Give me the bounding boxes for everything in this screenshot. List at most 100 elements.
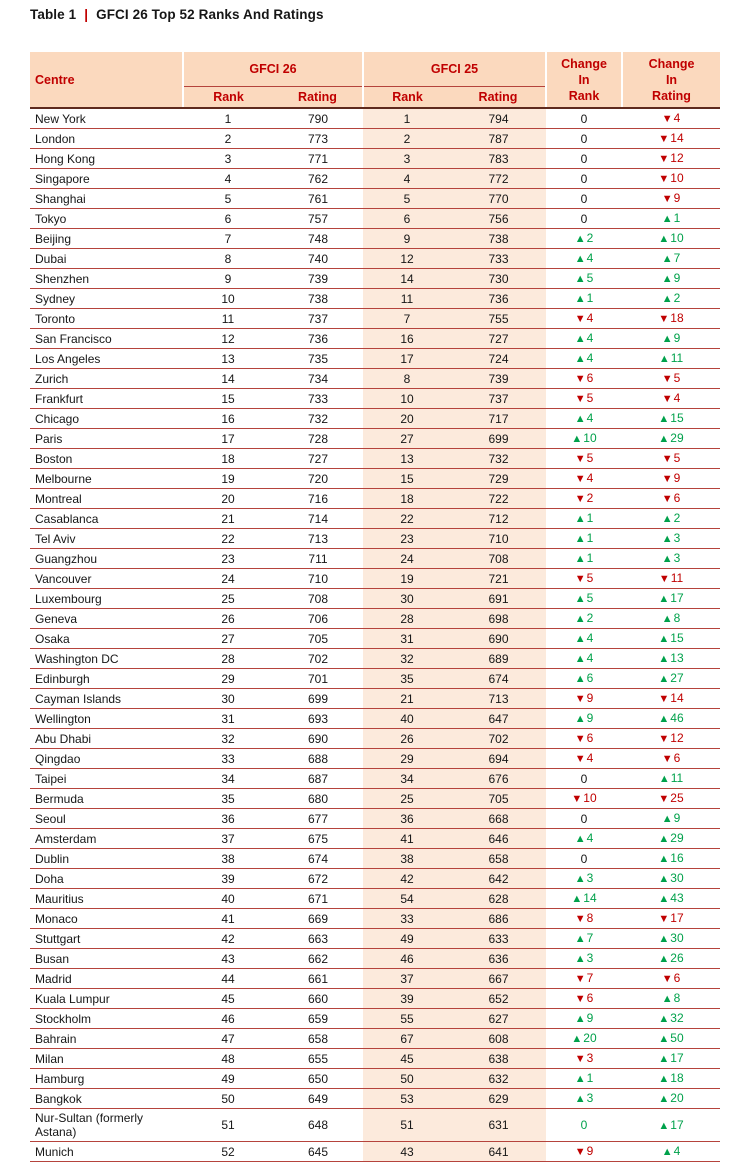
up-arrow-icon: ▲ (574, 1093, 586, 1105)
table-row: Stuttgart 42 663 49 633 ▲7 ▲30 (30, 928, 720, 949)
gfci25-rank-cell: 4 (363, 168, 451, 189)
gfci26-rank-cell: 11 (183, 308, 273, 329)
gfci26-rating-cell: 716 (273, 488, 363, 509)
centre-cell: Edinburgh (30, 668, 183, 689)
down-arrow-icon: ▼ (574, 753, 586, 765)
gfci26-rating-cell: 648 (273, 1108, 363, 1142)
up-arrow-icon: ▲ (661, 213, 673, 225)
gfci25-rating-cell: 638 (451, 1048, 546, 1069)
table-row: Hamburg 49 650 50 632 ▲1 ▲18 (30, 1068, 720, 1089)
change-value: 4 (673, 1144, 681, 1158)
gfci25-rating-cell: 729 (451, 468, 546, 489)
change-in-rank-cell: ▼8 (546, 908, 622, 929)
change-value: 17 (670, 1051, 684, 1065)
table-row: Dubai 8 740 12 733 ▲4 ▲7 (30, 248, 720, 269)
down-arrow-icon: ▼ (661, 753, 673, 765)
table-row: Stockholm 46 659 55 627 ▲9 ▲32 (30, 1008, 720, 1029)
table-row: Guangzhou 23 711 24 708 ▲1 ▲3 (30, 548, 720, 569)
change-in-rating-cell: ▲3 (622, 548, 720, 569)
change-value: 17 (670, 911, 684, 925)
gfci26-rank-cell: 28 (183, 648, 273, 669)
gfci26-rating-cell: 762 (273, 168, 363, 189)
change-in-rank-cell: 0 (546, 208, 622, 229)
header-change-in-rating-line: In (665, 72, 678, 87)
change-value: 5 (673, 371, 681, 385)
change-value: 6 (586, 371, 594, 385)
change-value: 0 (580, 851, 588, 866)
change-in-rating-cell: ▲29 (622, 828, 720, 849)
change-in-rank-cell: ▼2 (546, 488, 622, 509)
gfci25-rank-cell: 20 (363, 408, 451, 429)
centre-cell: Washington DC (30, 648, 183, 669)
change-in-rating-cell: ▲43 (622, 888, 720, 909)
header-change-in-rating-line: Change (648, 56, 695, 71)
header-change-in-rank-line: Rank (568, 88, 600, 103)
change-in-rating-cell: ▲15 (622, 628, 720, 649)
table-row: Washington DC 28 702 32 689 ▲4 ▲13 (30, 648, 720, 669)
change-in-rank-cell: ▲4 (546, 648, 622, 669)
down-arrow-icon: ▼ (574, 453, 586, 465)
table-row: Sydney 10 738 11 736 ▲1 ▲2 (30, 288, 720, 309)
change-in-rank-cell: ▲10 (546, 428, 622, 449)
table-row: Casablanca 21 714 22 712 ▲1 ▲2 (30, 508, 720, 529)
table-row: Milan 48 655 45 638 ▼3 ▲17 (30, 1048, 720, 1069)
change-value: 29 (670, 431, 684, 445)
centre-cell: Milan (30, 1048, 183, 1069)
change-value: 5 (586, 571, 594, 585)
change-value: 20 (670, 1091, 684, 1105)
down-arrow-icon: ▼ (574, 393, 586, 405)
down-arrow-icon: ▼ (658, 733, 670, 745)
gfci25-rank-cell: 11 (363, 288, 451, 309)
up-arrow-icon: ▲ (658, 833, 670, 845)
change-in-rank-cell: ▲6 (546, 668, 622, 689)
centre-cell: Geneva (30, 608, 183, 629)
change-value: 50 (670, 1031, 684, 1045)
gfci26-rating-cell: 649 (273, 1088, 363, 1109)
centre-cell: Mauritius (30, 888, 183, 909)
table-row: Melbourne 19 720 15 729 ▼4 ▼9 (30, 468, 720, 489)
table-row: Bahrain 47 658 67 608 ▲20 ▲50 (30, 1028, 720, 1049)
change-value: 9 (586, 1144, 594, 1158)
table-row: Geneva 26 706 28 698 ▲2 ▲8 (30, 608, 720, 629)
change-in-rating-cell: ▼4 (622, 388, 720, 409)
centre-cell: Munich (30, 1141, 183, 1162)
gfci25-rating-cell: 738 (451, 228, 546, 249)
change-in-rating-cell: ▲17 (622, 1048, 720, 1069)
change-value: 4 (586, 831, 594, 845)
gfci25-rank-cell: 3 (363, 148, 451, 169)
centre-cell: Guangzhou (30, 548, 183, 569)
change-in-rating-cell: ▲20 (622, 1088, 720, 1109)
gfci25-rank-cell: 13 (363, 448, 451, 469)
gfci25-rating-cell: 712 (451, 508, 546, 529)
gfci25-rating-cell: 794 (451, 108, 546, 129)
change-in-rank-cell: ▲2 (546, 608, 622, 629)
change-in-rating-cell: ▼25 (622, 788, 720, 809)
header-change-in-rank-line: In (578, 72, 590, 87)
change-in-rank-cell: 0 (546, 108, 622, 129)
gfci26-rating-cell: 677 (273, 808, 363, 829)
change-value: 8 (586, 911, 594, 925)
table-row: Beijing 7 748 9 738 ▲2 ▲10 (30, 228, 720, 249)
up-arrow-icon: ▲ (574, 653, 586, 665)
change-in-rating-cell: ▼5 (622, 448, 720, 469)
up-arrow-icon: ▲ (571, 433, 583, 445)
centre-cell: Chicago (30, 408, 183, 429)
header-gfci26-group: GFCI 26 (182, 52, 363, 87)
change-in-rank-cell: 0 (546, 808, 622, 829)
change-value: 12 (670, 731, 684, 745)
change-in-rating-cell: ▲27 (622, 668, 720, 689)
up-arrow-icon: ▲ (658, 853, 670, 865)
change-value: 4 (586, 651, 594, 665)
change-in-rank-cell: ▼10 (546, 788, 622, 809)
down-arrow-icon: ▼ (661, 193, 673, 205)
change-value: 13 (670, 651, 684, 665)
gfci25-rating-cell: 632 (451, 1068, 546, 1089)
gfci26-rating-cell: 706 (273, 608, 363, 629)
gfci25-rating-cell: 636 (451, 948, 546, 969)
up-arrow-icon: ▲ (574, 873, 586, 885)
gfci25-rank-cell: 29 (363, 748, 451, 769)
centre-cell: Cayman Islands (30, 688, 183, 709)
gfci26-rank-cell: 20 (183, 488, 273, 509)
change-value: 26 (670, 951, 684, 965)
gfci25-rank-cell: 18 (363, 488, 451, 509)
